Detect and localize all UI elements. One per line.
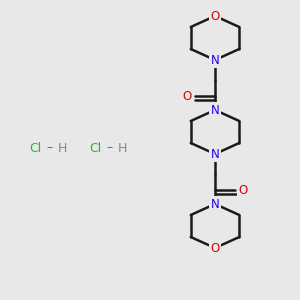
Text: –: – xyxy=(107,142,113,154)
Text: H: H xyxy=(57,142,67,154)
Text: –: – xyxy=(47,142,53,154)
Text: N: N xyxy=(211,53,219,67)
Text: Cl: Cl xyxy=(89,142,101,154)
Text: N: N xyxy=(211,148,219,160)
Text: O: O xyxy=(182,91,192,103)
Text: N: N xyxy=(211,103,219,116)
Text: O: O xyxy=(210,242,220,254)
Text: O: O xyxy=(238,184,247,197)
Text: N: N xyxy=(211,197,219,211)
Text: Cl: Cl xyxy=(29,142,41,154)
Text: H: H xyxy=(117,142,127,154)
Text: O: O xyxy=(210,10,220,22)
